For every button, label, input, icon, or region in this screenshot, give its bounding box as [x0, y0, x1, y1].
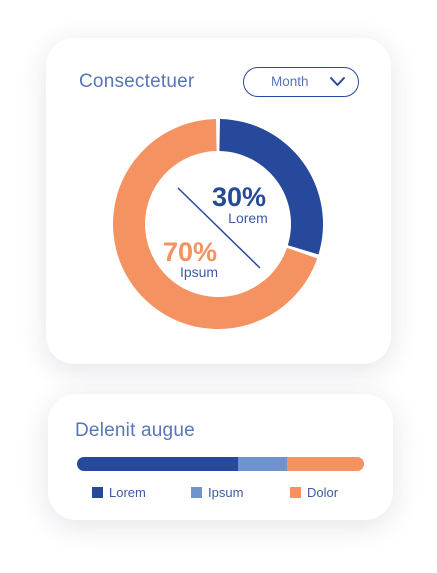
donut-chart: 30% Lorem 70% Ipsum	[113, 119, 323, 329]
card-title: Consectetuer	[79, 71, 195, 92]
donut-slice-ipsum	[113, 119, 318, 329]
legend-item-ipsum: Ipsum	[191, 485, 243, 500]
donut-chart-card: Consectetuer Month 30% Lorem 70% Ipsum	[46, 38, 391, 364]
ipsum-caption: Ipsum	[180, 264, 218, 280]
legend-label: Dolor	[307, 485, 339, 500]
dropdown-selected-value: Month	[271, 74, 309, 89]
legend-label: Ipsum	[208, 485, 244, 500]
legend-swatch	[290, 487, 301, 498]
legend: Lorem Ipsum Dolor	[92, 485, 362, 503]
stacked-bar	[77, 457, 364, 471]
ipsum-percent: 70%	[163, 237, 217, 267]
period-dropdown[interactable]: Month	[243, 67, 359, 97]
legend-swatch	[191, 487, 202, 498]
legend-item-lorem: Lorem	[92, 485, 146, 500]
lorem-percent: 30%	[212, 182, 266, 212]
donut-slice-lorem	[219, 119, 323, 255]
legend-swatch	[92, 487, 103, 498]
lorem-caption: Lorem	[228, 210, 268, 226]
bar-segment-lorem	[77, 457, 238, 471]
stacked-bar-card: Delenit augue Lorem Ipsum Dolor	[48, 394, 393, 520]
chevron-down-icon	[330, 77, 345, 86]
card-title: Delenit augue	[75, 420, 195, 441]
legend-label: Lorem	[109, 485, 146, 500]
legend-item-dolor: Dolor	[290, 485, 338, 500]
divider-line	[177, 187, 261, 269]
bar-segment-ipsum	[237, 457, 287, 471]
bar-segment-dolor	[286, 457, 364, 471]
